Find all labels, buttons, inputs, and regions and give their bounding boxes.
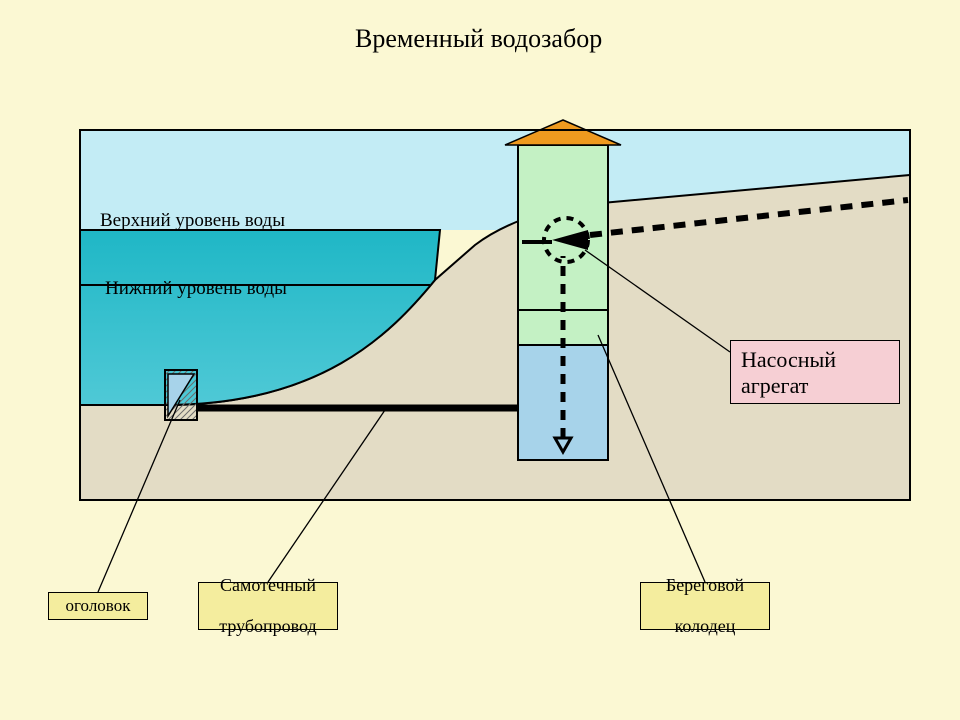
diagram-root: Временный водозабор Верхний уровень воды…: [0, 0, 960, 720]
shore-well-callout-line2: колодец: [641, 616, 769, 637]
pump-unit-label-line2: агрегат: [741, 373, 808, 398]
pump-unit-callout: Насосный агрегат: [730, 340, 900, 404]
upper-water-level-label: Верхний уровень воды: [100, 210, 285, 232]
intake-head-callout-text: оголовок: [49, 596, 147, 616]
diagram-title: Временный водозабор: [355, 24, 602, 54]
gravity-pipe-callout-line1: Самотечный: [199, 575, 337, 596]
lower-water-level-label: Нижний уровень воды: [105, 278, 287, 300]
pump-unit-label-line1: Насосный: [741, 347, 836, 372]
intake-head-callout: оголовок: [48, 592, 148, 620]
shore-well-callout: Береговой колодец: [640, 582, 770, 630]
gravity-pipe-callout: Самотечный трубопровод: [198, 582, 338, 630]
shore-well-callout-line1: Береговой: [641, 575, 769, 596]
gravity-pipe-callout-line2: трубопровод: [199, 616, 337, 637]
